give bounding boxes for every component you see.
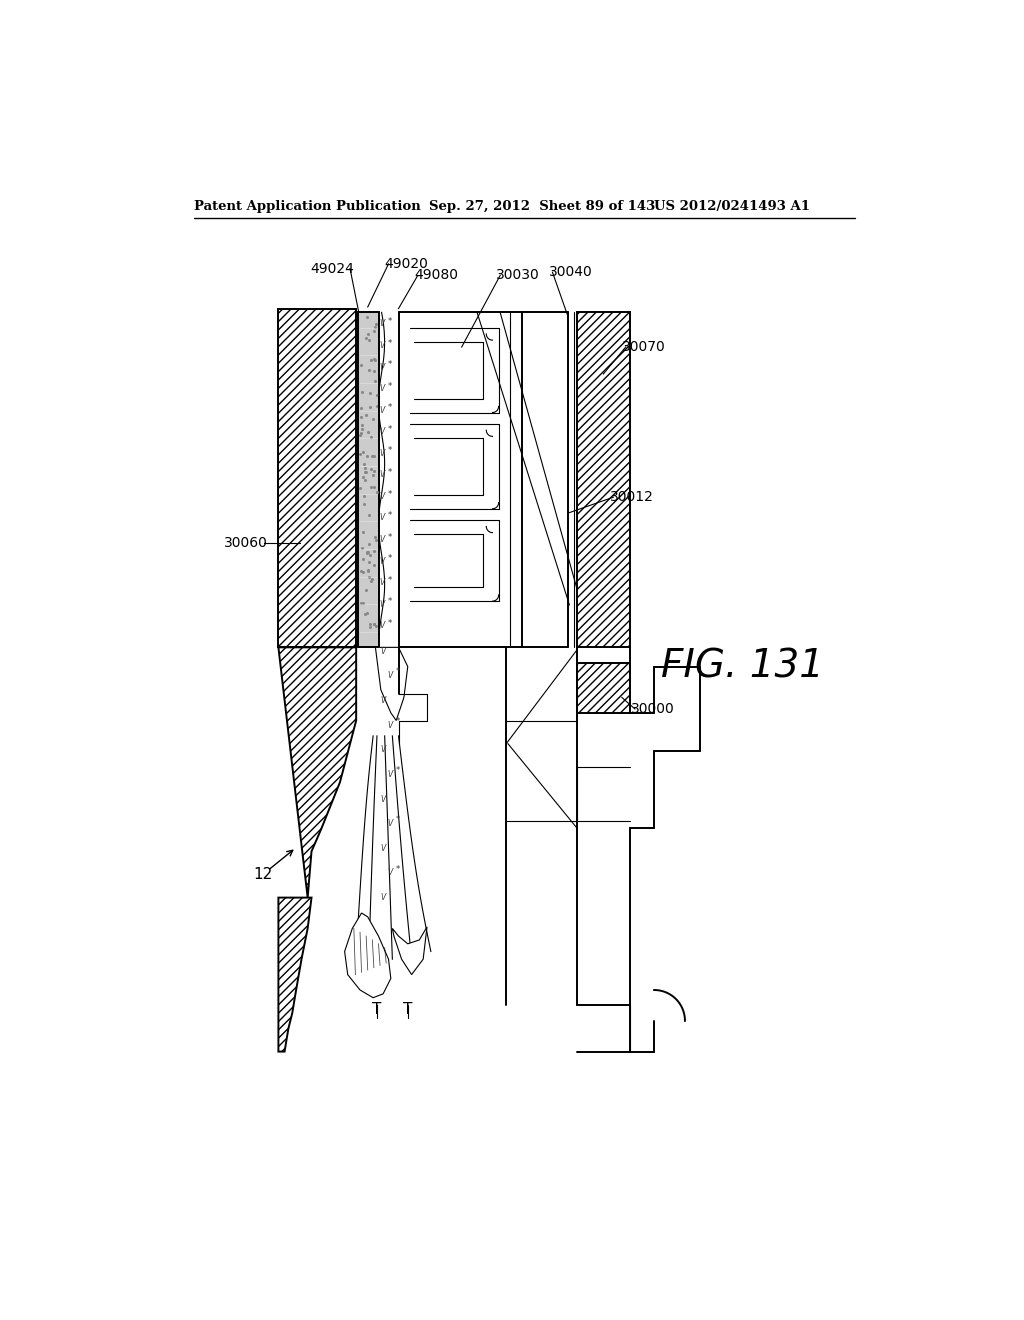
- Text: V: V: [381, 696, 386, 705]
- Polygon shape: [392, 927, 427, 974]
- Text: V: V: [379, 622, 385, 630]
- Bar: [358, 313, 379, 647]
- Text: *: *: [396, 865, 400, 874]
- Text: V: V: [387, 869, 392, 878]
- Text: V: V: [379, 405, 385, 414]
- Text: 30040: 30040: [549, 265, 593, 280]
- Text: 30070: 30070: [622, 341, 666, 354]
- Polygon shape: [279, 898, 311, 1052]
- Text: 49020: 49020: [385, 257, 428, 271]
- Text: V: V: [379, 449, 385, 458]
- Text: US 2012/0241493 A1: US 2012/0241493 A1: [654, 199, 810, 213]
- Bar: [578, 663, 630, 713]
- Text: *: *: [388, 490, 392, 499]
- Text: 30012: 30012: [609, 490, 653, 504]
- Text: V: V: [379, 557, 385, 565]
- Text: *: *: [396, 766, 400, 775]
- Text: *: *: [388, 554, 392, 564]
- Text: V: V: [379, 513, 385, 523]
- Text: V: V: [381, 843, 386, 853]
- Text: V: V: [387, 820, 392, 828]
- Text: V: V: [379, 384, 385, 393]
- Text: V: V: [379, 428, 385, 436]
- Text: V: V: [387, 672, 392, 680]
- Text: *: *: [388, 511, 392, 520]
- Bar: [578, 313, 630, 647]
- Text: V: V: [379, 492, 385, 500]
- Text: V: V: [387, 770, 392, 779]
- Text: V: V: [379, 535, 385, 544]
- Polygon shape: [376, 647, 408, 721]
- Polygon shape: [279, 647, 356, 898]
- Text: V: V: [381, 746, 386, 754]
- Text: *: *: [388, 446, 392, 455]
- Text: V: V: [379, 470, 385, 479]
- Text: 49080: 49080: [414, 268, 458, 282]
- Text: *: *: [388, 425, 392, 434]
- Text: *: *: [396, 717, 400, 726]
- Text: *: *: [388, 317, 392, 326]
- Text: V: V: [379, 341, 385, 350]
- Text: V: V: [387, 721, 392, 730]
- Text: V: V: [381, 647, 386, 656]
- Text: 30000: 30000: [631, 702, 675, 715]
- Text: Sep. 27, 2012  Sheet 89 of 143: Sep. 27, 2012 Sheet 89 of 143: [429, 199, 655, 213]
- Text: *: *: [388, 404, 392, 412]
- Text: *: *: [388, 576, 392, 585]
- Text: V: V: [379, 319, 385, 329]
- Text: *: *: [388, 619, 392, 628]
- Text: 49024: 49024: [310, 261, 354, 276]
- Text: 30060: 30060: [224, 536, 267, 550]
- Text: V: V: [381, 894, 386, 902]
- Text: T: T: [373, 1002, 382, 1016]
- Text: *: *: [388, 469, 392, 477]
- Text: V: V: [379, 578, 385, 587]
- Polygon shape: [345, 913, 391, 998]
- Text: 12: 12: [253, 867, 272, 882]
- Text: FIG. 131: FIG. 131: [662, 648, 824, 685]
- Text: Patent Application Publication: Patent Application Publication: [195, 199, 421, 213]
- Text: *: *: [388, 339, 392, 347]
- Text: *: *: [396, 668, 400, 676]
- Text: *: *: [388, 381, 392, 391]
- Text: *: *: [388, 360, 392, 370]
- Text: 30030: 30030: [497, 268, 540, 282]
- Bar: [279, 309, 356, 647]
- Text: V: V: [379, 363, 385, 371]
- Text: *: *: [388, 533, 392, 541]
- Text: T: T: [403, 1002, 413, 1016]
- Text: V: V: [379, 599, 385, 609]
- Text: *: *: [396, 816, 400, 824]
- Text: V: V: [381, 795, 386, 804]
- Text: *: *: [388, 598, 392, 606]
